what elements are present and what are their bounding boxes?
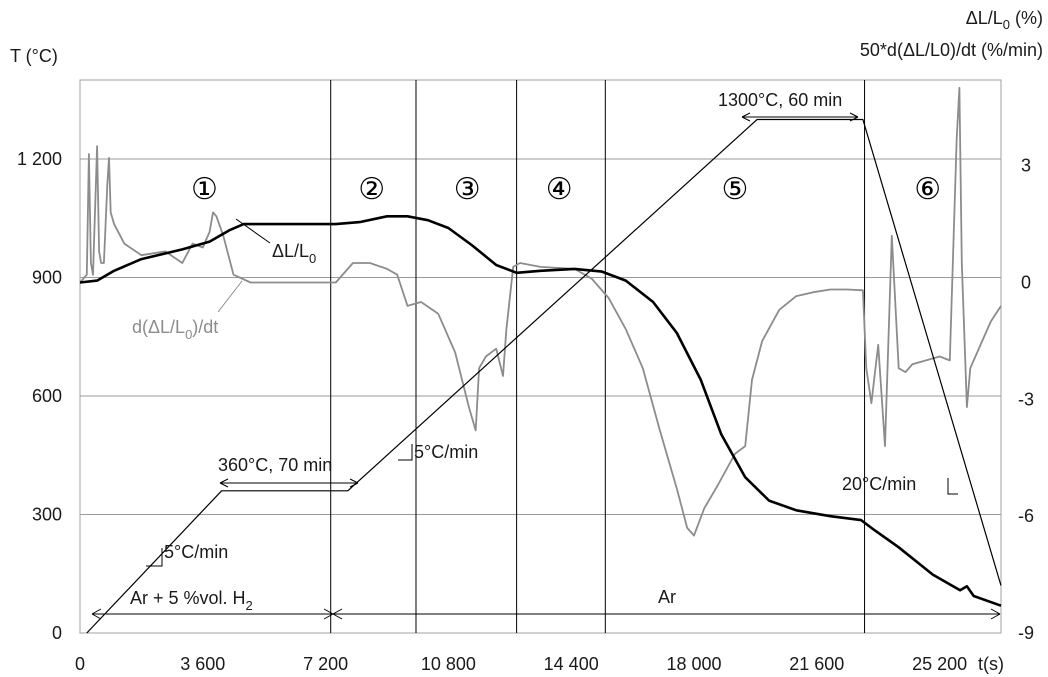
series-label-derivative: d(ΔL/L0)/dt [132, 317, 218, 342]
stage-markers: ① ② ③ ④ ⑤ ⑥ [191, 172, 941, 207]
x-tick-label: 21 600 [789, 654, 844, 674]
rate-annotation-2: 5°C/min [414, 442, 478, 462]
x-tick-label: 10 800 [421, 654, 476, 674]
series-line-temperature [86, 118, 1002, 634]
y-right-axis-title-1: ΔL/L0 (%) [966, 8, 1043, 32]
x-tick-label: 14 400 [544, 654, 599, 674]
plot-area [79, 79, 1002, 634]
y-right-tick-label: -3 [1018, 389, 1034, 409]
rate-step-3 [947, 478, 958, 495]
y-left-tick-label: 0 [52, 623, 62, 643]
hold-arrowheads-360 [219, 478, 359, 488]
derivative-label-leader [217, 280, 243, 313]
gridlines [80, 158, 1001, 515]
y-right-tick-label: -6 [1018, 506, 1034, 526]
x-tick-label: 25 200 [912, 654, 967, 674]
rate-annotation-3: 20°C/min [842, 474, 916, 494]
rate-step-1 [146, 548, 163, 567]
x-axis-unit: t(s) [978, 654, 1004, 674]
rate-step-2 [398, 444, 413, 461]
atmosphere-2: Ar [658, 587, 676, 607]
hold-arrowheads-1300 [741, 112, 859, 122]
y-left-tick-label: 900 [32, 268, 62, 288]
x-tick-label: 18 000 [666, 654, 721, 674]
y-left-tick-label: 1 200 [17, 149, 62, 169]
x-tick-label: 0 [75, 654, 85, 674]
x-tick-label: 7 200 [303, 654, 348, 674]
series-label-delta: ΔL/L0 [272, 241, 316, 266]
series-lines [79, 86, 1002, 634]
delta-label-leader [235, 218, 271, 244]
y-left-tick-label: 300 [32, 505, 62, 525]
series-line-derivative [79, 86, 1002, 537]
stage-marker: ⑥ [914, 172, 941, 207]
hold-annotation-360: 360°C, 70 min [218, 455, 332, 475]
y-left-tick-label: 600 [32, 386, 62, 406]
y-right-tick-label: 0 [1021, 273, 1031, 293]
stage-marker: ③ [454, 172, 481, 207]
atmosphere-1: Ar + 5 %vol. H2 [130, 588, 253, 613]
tick-labels: 0 3 600 7 200 10 800 14 400 18 000 21 600 25 20… [17, 149, 1034, 674]
stage-marker: ⑤ [721, 172, 748, 207]
stage-marker: ④ [546, 172, 573, 207]
stage-boundaries [330, 80, 866, 633]
stage-marker: ② [358, 172, 385, 207]
x-tick-label: 3 600 [180, 654, 225, 674]
y-right-tick-label: 3 [1021, 156, 1031, 176]
atmosphere-2-arrowheads [332, 608, 1001, 620]
rate-annotation-1: 5°C/min [164, 542, 228, 562]
series-line-delta [79, 215, 1002, 607]
y-left-axis-title: T (°C) [10, 46, 58, 66]
atmosphere-1-arrowheads [91, 608, 334, 620]
y-right-tick-label: -9 [1018, 623, 1034, 643]
y-right-axis-title-2: 50*d(ΔL/L0)/dt (%/min) [860, 40, 1043, 60]
stage-marker: ① [191, 172, 218, 207]
hold-annotation-1300: 1300°C, 60 min [718, 90, 842, 110]
